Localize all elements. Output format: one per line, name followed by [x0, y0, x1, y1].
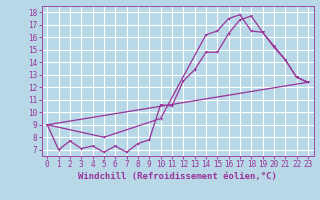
X-axis label: Windchill (Refroidissement éolien,°C): Windchill (Refroidissement éolien,°C) [78, 172, 277, 181]
